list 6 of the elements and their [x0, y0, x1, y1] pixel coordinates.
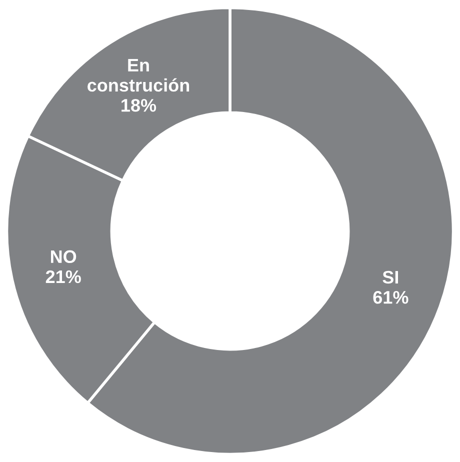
data-label: 61%: [373, 290, 408, 304]
slice-label: SI: [382, 270, 398, 284]
slice-label: NO: [51, 250, 76, 264]
slice-label: En construción: [88, 58, 190, 92]
data-label: 21%: [46, 270, 81, 284]
data-label: 18%: [122, 98, 156, 112]
